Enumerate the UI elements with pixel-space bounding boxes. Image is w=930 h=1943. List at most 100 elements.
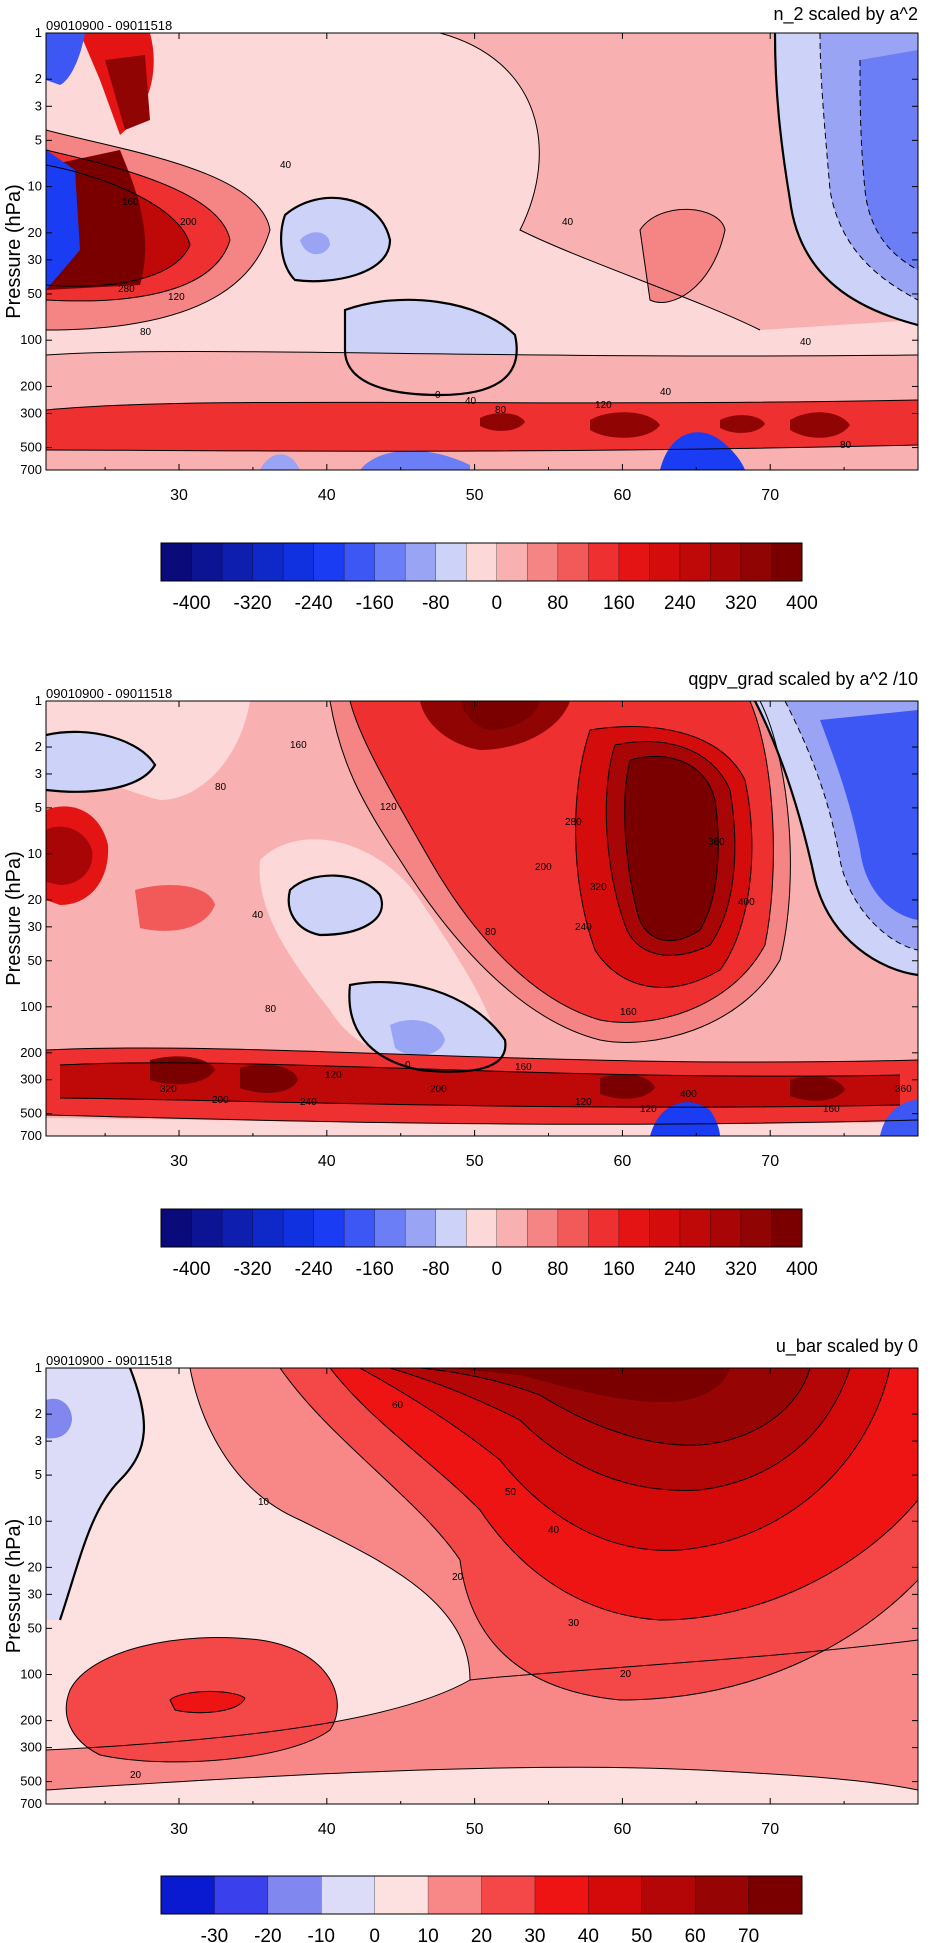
colorbar-swatch [679, 1209, 711, 1247]
colorbar-swatch [374, 543, 406, 581]
panel1-colorbar: -400 -320 -240 -160 -80 0 80 160 240 320 400 [160, 542, 818, 614]
ytick-label: 10 [28, 179, 42, 194]
colorbar-swatch [527, 1209, 559, 1247]
colorbar-label: 320 [725, 1259, 757, 1280]
ytick-label: 700 [20, 1128, 42, 1143]
panel2-clab-8: 240 [575, 922, 592, 933]
panel3-fill-band-0 [46, 1368, 144, 1620]
panel2-contour-c [575, 726, 753, 988]
panel3-contour-zero [58, 1368, 145, 1621]
panel2-contour-zero-island-a [287, 874, 383, 937]
ytick-label: 300 [20, 1740, 42, 1755]
colorbar-swatch [283, 543, 315, 581]
panel3-colorbar: -30 -20 -10 0 10 20 30 40 50 60 70 [160, 1875, 803, 1943]
colorbar-label: 60 [685, 1926, 706, 1943]
colorbar-swatch [534, 1876, 589, 1914]
ytick-label: 2 [35, 1406, 42, 1421]
colorbar-swatch [435, 1209, 467, 1247]
colorbar-label: -30 [201, 1926, 228, 1943]
panel1-fill-bottom-blue-2 [360, 450, 470, 470]
panel1-contour-40-left [46, 129, 271, 331]
colorbar-label: 40 [578, 1926, 599, 1943]
panel2-fill-right-blue-strong [820, 710, 918, 920]
panel1-contour-neg-right-2 [859, 59, 918, 271]
panel1-fill-lower-dark-blob-c [480, 413, 525, 431]
y-axis-label: Pressure (hPa) [3, 1519, 25, 1654]
panel3-clab-0: 60 [392, 1400, 404, 1411]
ytick-label: 30 [28, 252, 42, 267]
panel3-contour-ellipse-inner [169, 1691, 246, 1714]
colorbar-label: 80 [547, 593, 568, 614]
panel1-clab-4: 280 [118, 284, 135, 295]
ytick-label: 2 [35, 71, 42, 86]
panel1-clab-8: 40 [465, 396, 477, 407]
colorbar-swatch [466, 543, 498, 581]
panel2-colorbar: -400 -320 -240 -160 -80 0 80 160 240 320 400 [160, 1208, 818, 1280]
colorbar-swatch [557, 543, 589, 581]
panel2-date-range: 09010900 - 09011518 [46, 686, 172, 701]
panel1-fill-lower-dark-blob-d [720, 415, 765, 433]
colorbar-swatch [214, 1876, 269, 1914]
ytick-label: 10 [28, 1513, 42, 1528]
colorbar-swatch [710, 1209, 742, 1247]
colorbar-swatch [222, 1209, 254, 1247]
panel1-clab-1: 40 [562, 217, 574, 228]
ytick-label: 50 [28, 286, 42, 301]
ytick-label: 100 [20, 1666, 42, 1681]
ytick-label: 200 [20, 378, 42, 393]
panel2-clab-1: 80 [215, 782, 227, 793]
ytick-label: 30 [28, 1586, 42, 1601]
colorbar-swatch [496, 543, 528, 581]
panel2-contour-lower-b [59, 1062, 901, 1077]
xtick-label: 40 [318, 487, 336, 504]
panel1-date-range: 09010900 - 09011518 [46, 18, 172, 33]
panel1-contour-lower-a [46, 399, 918, 411]
panel2-clab-9: 40 [252, 910, 264, 921]
panel3-contour-10 [46, 1368, 471, 1751]
panel3-date-range: 09010900 - 09011518 [46, 1353, 172, 1368]
colorbar-swatch [161, 1876, 215, 1914]
panel1-clab-10: 120 [595, 400, 612, 411]
xtick-label: 30 [170, 487, 188, 504]
panel2-fill-blue-top-left [46, 731, 155, 792]
colorbar-swatch [321, 1876, 376, 1914]
ytick-label: 500 [20, 1106, 42, 1121]
ytick-label: 50 [28, 953, 42, 968]
ytick-label: 500 [20, 1774, 42, 1789]
colorbar-swatch [618, 1209, 650, 1247]
panel1-clab-6: 80 [140, 327, 152, 338]
colorbar-swatch [252, 1209, 284, 1247]
panel1-contour-40 [439, 33, 761, 331]
colorbar-swatch [313, 1209, 345, 1247]
panel2-clab-2: 120 [380, 802, 397, 813]
panel1-fill-right-blue-strong [860, 50, 918, 270]
ytick-label: 2 [35, 739, 42, 754]
panel3-clab-3: 40 [548, 1525, 560, 1536]
panel1-fill-top-left-blue [46, 33, 85, 85]
ytick-label: 500 [20, 440, 42, 455]
colorbar-swatch [191, 543, 223, 581]
colorbar-label: 400 [786, 593, 818, 614]
colorbar-swatch [649, 1209, 681, 1247]
panel2-clab-16: 200 [212, 1095, 229, 1106]
colorbar-swatch [267, 1876, 322, 1914]
y-axis-label: Pressure (hPa) [3, 851, 25, 986]
panel1-contour-neg-right [819, 33, 918, 301]
xtick-label: 30 [170, 1821, 188, 1838]
panel2-clab-23: 360 [895, 1084, 912, 1095]
panel3-clab-7: 20 [130, 1770, 142, 1781]
panel1-contour-120-left [46, 149, 231, 302]
panel2-clab-5: 320 [590, 882, 607, 893]
panel2-clab-11: 80 [265, 1004, 277, 1015]
panel3-contour-30 [279, 1368, 918, 1701]
panel1-field: 40 40 160 200 280 120 80 0 40 80 120 40 … [46, 33, 918, 470]
panel2-clab-17: 160 [515, 1062, 532, 1073]
colorbar-frame [160, 542, 803, 582]
colorbar-swatch [679, 543, 711, 581]
panel2-fill-top-darkest [460, 701, 540, 730]
panel2-fill-lower-blob-b [240, 1064, 298, 1093]
colorbar-swatch [649, 543, 681, 581]
colorbar-label: 160 [603, 593, 635, 614]
colorbar-swatch [161, 1209, 193, 1247]
panel1-clab-3: 200 [180, 217, 197, 228]
